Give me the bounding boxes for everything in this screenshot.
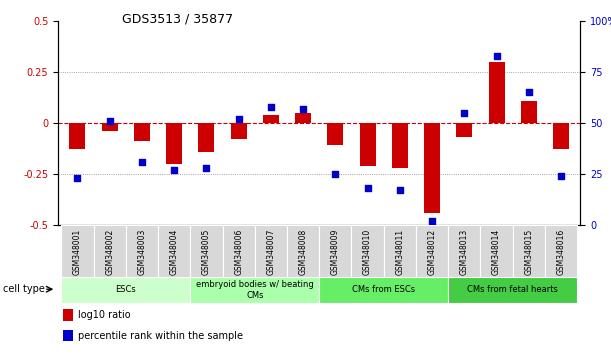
Bar bbox=[416, 225, 448, 278]
Text: GDS3513 / 35877: GDS3513 / 35877 bbox=[122, 12, 233, 25]
Bar bbox=[134, 123, 150, 141]
Point bbox=[427, 218, 437, 224]
Point bbox=[169, 167, 179, 173]
Bar bbox=[190, 225, 222, 278]
Bar bbox=[126, 225, 158, 278]
Bar bbox=[295, 113, 311, 123]
Bar bbox=[424, 123, 440, 212]
Bar bbox=[480, 225, 513, 278]
Bar bbox=[320, 225, 351, 278]
Point bbox=[137, 159, 147, 165]
Text: GSM348011: GSM348011 bbox=[395, 229, 404, 275]
Text: log10 ratio: log10 ratio bbox=[78, 310, 131, 320]
Text: GSM348007: GSM348007 bbox=[266, 229, 276, 275]
Point bbox=[266, 104, 276, 110]
Text: GSM348012: GSM348012 bbox=[428, 229, 437, 275]
Point bbox=[556, 173, 566, 179]
Text: GSM348008: GSM348008 bbox=[299, 229, 307, 275]
Point bbox=[298, 106, 308, 112]
Text: CMs from fetal hearts: CMs from fetal hearts bbox=[467, 285, 558, 295]
Bar bbox=[230, 123, 247, 139]
Bar bbox=[69, 123, 86, 149]
Bar bbox=[359, 123, 376, 166]
Text: GSM348002: GSM348002 bbox=[105, 229, 114, 275]
Point bbox=[395, 187, 404, 193]
Text: GSM348004: GSM348004 bbox=[170, 229, 178, 275]
Text: ESCs: ESCs bbox=[115, 285, 136, 295]
Bar bbox=[190, 277, 320, 303]
Bar bbox=[392, 123, 408, 168]
Bar bbox=[489, 62, 505, 123]
Bar bbox=[222, 225, 255, 278]
Bar bbox=[61, 225, 93, 278]
Text: GSM348001: GSM348001 bbox=[73, 229, 82, 275]
Bar bbox=[255, 225, 287, 278]
Text: GSM348010: GSM348010 bbox=[363, 229, 372, 275]
Text: GSM348006: GSM348006 bbox=[234, 229, 243, 275]
Point bbox=[104, 118, 114, 124]
Text: embryoid bodies w/ beating
CMs: embryoid bodies w/ beating CMs bbox=[196, 280, 313, 299]
Bar bbox=[320, 277, 448, 303]
Point bbox=[492, 53, 502, 59]
Text: GSM348009: GSM348009 bbox=[331, 229, 340, 275]
Text: cell type: cell type bbox=[3, 284, 45, 294]
Bar bbox=[448, 225, 480, 278]
Bar bbox=[351, 225, 384, 278]
Bar bbox=[456, 123, 472, 137]
Bar bbox=[545, 225, 577, 278]
Bar bbox=[64, 330, 73, 341]
Text: GSM348015: GSM348015 bbox=[524, 229, 533, 275]
Bar bbox=[93, 225, 126, 278]
Text: GSM348014: GSM348014 bbox=[492, 229, 501, 275]
Bar bbox=[158, 225, 190, 278]
Bar bbox=[64, 309, 73, 321]
Text: GSM348016: GSM348016 bbox=[557, 229, 566, 275]
Bar bbox=[166, 123, 182, 164]
Point bbox=[363, 185, 373, 191]
Point bbox=[331, 171, 340, 177]
Point bbox=[73, 175, 82, 181]
Bar bbox=[287, 225, 319, 278]
Text: GSM348003: GSM348003 bbox=[137, 229, 147, 275]
Bar bbox=[327, 123, 343, 145]
Bar bbox=[513, 225, 545, 278]
Bar bbox=[101, 123, 118, 131]
Point bbox=[459, 110, 469, 116]
Bar bbox=[521, 101, 537, 123]
Bar bbox=[448, 277, 577, 303]
Bar bbox=[61, 277, 190, 303]
Bar bbox=[384, 225, 416, 278]
Point bbox=[524, 90, 534, 95]
Point bbox=[234, 116, 244, 122]
Point bbox=[202, 165, 211, 171]
Text: CMs from ESCs: CMs from ESCs bbox=[352, 285, 415, 295]
Text: percentile rank within the sample: percentile rank within the sample bbox=[78, 331, 243, 341]
Bar bbox=[553, 123, 569, 149]
Bar bbox=[263, 115, 279, 123]
Bar bbox=[199, 123, 214, 152]
Text: GSM348005: GSM348005 bbox=[202, 229, 211, 275]
Text: GSM348013: GSM348013 bbox=[460, 229, 469, 275]
